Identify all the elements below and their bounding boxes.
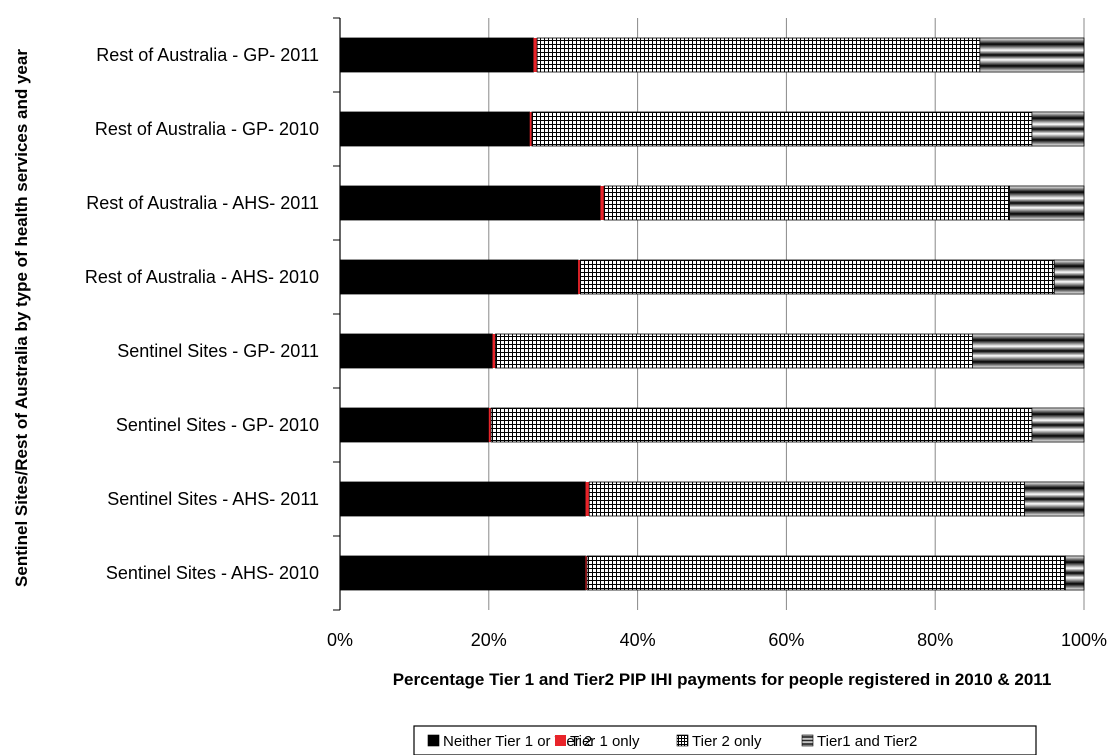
bar-tier1-and-tier2-7 (1024, 481, 1085, 517)
bar-tier1-and-tier2-1 (979, 37, 1085, 73)
bar-tier-2-only-4 (579, 259, 1055, 295)
gridlines (339, 18, 1085, 610)
bar-tier-1-only-8 (585, 556, 588, 590)
bar-group-sentinel-sites-gp-2011 (339, 333, 1085, 369)
x-tick-label: 40% (620, 630, 656, 650)
bar-tier-2-only-5 (495, 333, 973, 369)
bar-neither-tier-1-or-tier-2-1 (339, 37, 534, 73)
bar-tier-1-only-5 (492, 334, 496, 368)
y-axis-title: Sentinel Sites/Rest of Australia by type… (12, 49, 31, 587)
legend-label-neither-tier-1-or-tier-2: Neither Tier 1 or Tier 2 (443, 733, 592, 750)
bar-neither-tier-1-or-tier-2-6 (339, 407, 490, 443)
bar-tier-1-only-7 (585, 482, 590, 516)
legend-label-tier1-and-tier2: Tier1 and Tier2 (817, 733, 917, 750)
bar-tier-2-only-7 (588, 481, 1025, 517)
bar-neither-tier-1-or-tier-2-2 (339, 111, 531, 147)
bar-tier-2-only-3 (603, 185, 1011, 221)
bar-tier-2-only-2 (531, 111, 1033, 147)
bar-tier-2-only-1 (536, 37, 981, 73)
legend-box (413, 725, 1037, 755)
category-label: Rest of Australia - GP- 2010 (95, 119, 319, 139)
bar-tier-1-only-3 (600, 186, 605, 220)
legend-label-tier-1-only: Tier 1 only (570, 733, 640, 750)
bar-group-rest-of-australia-gp-2011 (339, 37, 1085, 73)
bar-neither-tier-1-or-tier-2-4 (339, 259, 579, 295)
legend-swatch-neither-tier-1-or-tier-2 (427, 734, 440, 747)
bar-neither-tier-1-or-tier-2-3 (339, 185, 601, 221)
category-label: Rest of Australia - AHS- 2011 (86, 193, 319, 213)
bar-group-rest-of-australia-ahs-2011 (339, 185, 1085, 221)
bar-neither-tier-1-or-tier-2-7 (339, 481, 586, 517)
bar-tier-1-only-1 (533, 38, 538, 72)
category-label: Sentinel Sites - AHS- 2010 (106, 563, 319, 583)
bar-group-sentinel-sites-gp-2010 (339, 407, 1085, 443)
legend-label-tier-2-only: Tier 2 only (692, 733, 762, 750)
bar-tier1-and-tier2-3 (1009, 185, 1085, 221)
bar-tier-1-only-4 (578, 260, 581, 294)
x-axis-title: Percentage Tier 1 and Tier2 PIP IHI paym… (393, 670, 1052, 689)
axes (333, 17, 341, 611)
category-labels: Rest of Australia - GP- 2011 Rest of Aust… (85, 45, 319, 583)
bars (339, 37, 1085, 591)
category-label: Sentinel Sites - GP- 2011 (117, 341, 319, 361)
x-tick-label: 0% (327, 630, 353, 650)
x-tick-label: 80% (917, 630, 953, 650)
bar-tier-1-only-6 (488, 408, 492, 442)
bar-tier-2-only-6 (490, 407, 1033, 443)
bar-tier1-and-tier2-6 (1031, 407, 1085, 443)
bar-tier-1-only-2 (529, 112, 532, 146)
category-label: Rest of Australia - GP- 2011 (96, 45, 319, 65)
x-tick-label: 60% (768, 630, 804, 650)
bar-tier1-and-tier2-2 (1031, 111, 1085, 147)
legend-swatch-tier-2-only (676, 734, 689, 747)
bar-neither-tier-1-or-tier-2-5 (339, 333, 493, 369)
x-tick-label: 100% (1061, 630, 1107, 650)
bar-tier1-and-tier2-5 (972, 333, 1085, 369)
category-label: Sentinel Sites - AHS- 2011 (107, 489, 319, 509)
bar-tier1-and-tier2-4 (1053, 259, 1085, 295)
bar-tier1-and-tier2-8 (1065, 555, 1085, 591)
bar-group-sentinel-sites-ahs-2011 (339, 481, 1085, 517)
bar-group-sentinel-sites-ahs-2010 (339, 555, 1085, 591)
bar-neither-tier-1-or-tier-2-8 (339, 555, 586, 591)
legend-swatch-tier1-and-tier2 (801, 734, 814, 747)
bar-group-rest-of-australia-gp-2010 (339, 111, 1085, 147)
bar-group-rest-of-australia-ahs-2010 (339, 259, 1085, 295)
category-label: Rest of Australia - AHS- 2010 (85, 267, 319, 287)
x-tick-labels: 0% 20% 40% 60% 80% 100% (327, 630, 1107, 650)
category-label: Sentinel Sites - GP- 2010 (116, 415, 319, 435)
bar-tier-2-only-8 (586, 555, 1066, 591)
legend-swatch-tier-1-only (555, 735, 566, 746)
x-tick-label: 20% (471, 630, 507, 650)
